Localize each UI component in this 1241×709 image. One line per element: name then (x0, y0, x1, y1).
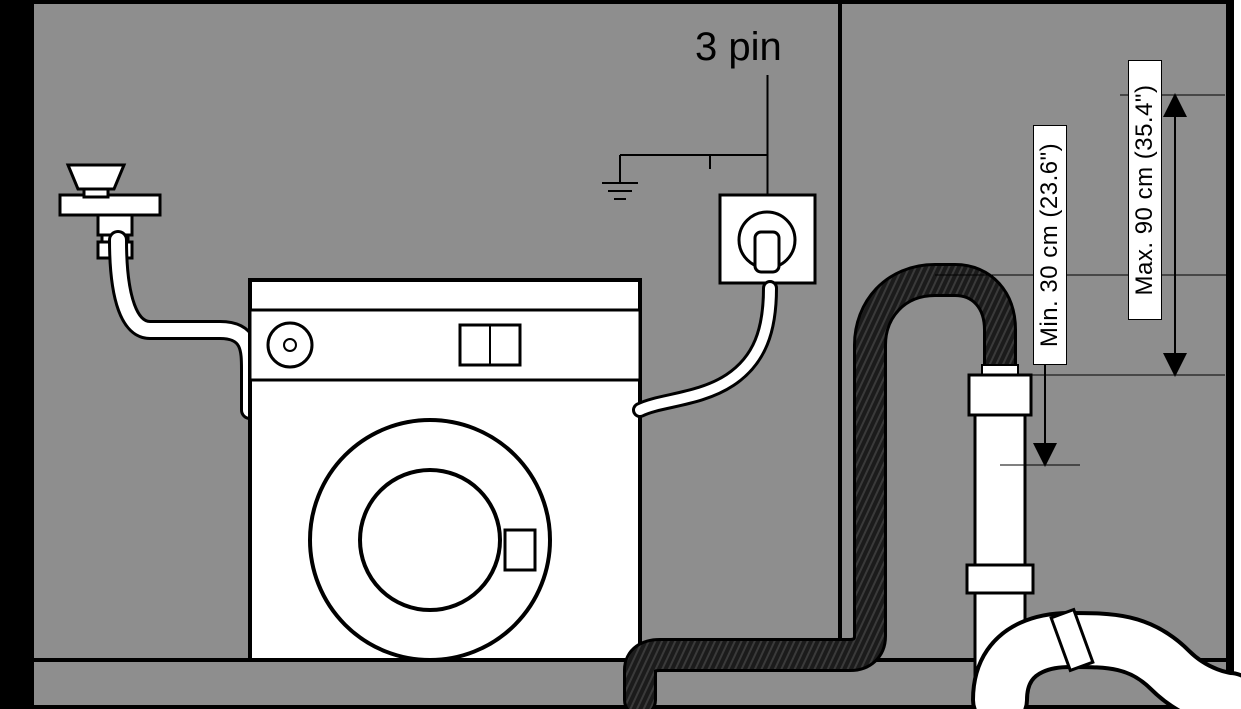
left-margin-bar (0, 0, 30, 709)
outlet-pin-label: 3 pin (695, 25, 782, 70)
program-knob (268, 323, 312, 367)
washing-machine (250, 280, 640, 660)
max-height-label: Max. 90 cm (35.4") (1128, 60, 1162, 320)
plug-body (755, 232, 779, 272)
washer-door-handle (505, 530, 535, 570)
min-height-label: Min. 30 cm (23.6") (1033, 125, 1067, 365)
